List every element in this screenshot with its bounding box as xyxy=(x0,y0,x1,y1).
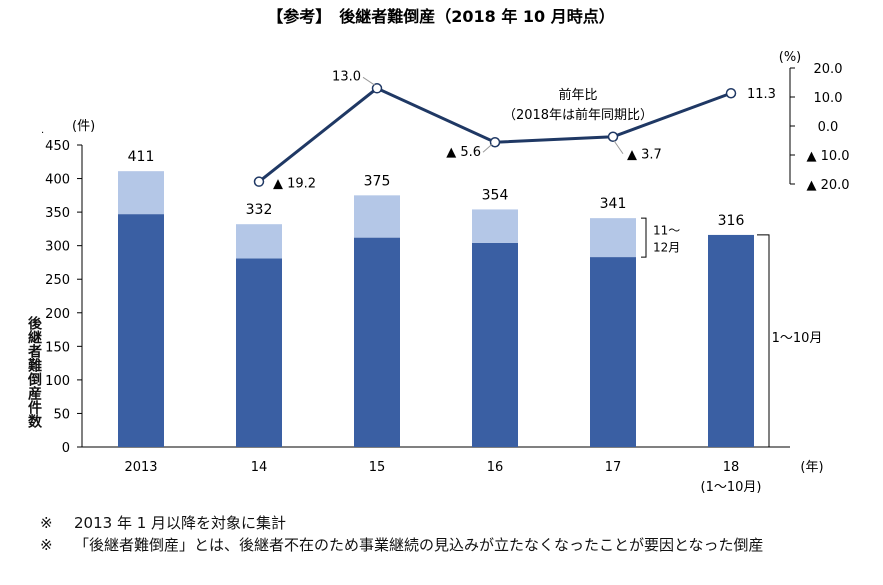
bracket-nov-dec-label-line2: 12月 xyxy=(653,241,680,255)
bar-segment-jan-oct xyxy=(590,257,636,447)
yoy-point xyxy=(371,83,383,94)
left-axis-tick-label: 450 xyxy=(45,139,70,154)
bar-total-label: 375 xyxy=(364,173,391,189)
x-axis-unit: (年) xyxy=(800,460,823,475)
right-axis-tick-label: 10.0 xyxy=(814,91,843,106)
right-axis-unit: (%) xyxy=(779,50,802,65)
yoy-point xyxy=(725,87,737,99)
yoy-leader-line xyxy=(362,76,376,86)
footnotes: ※ 2013 年 1 月以降を対象に集計 ※ 「後継者難倒産」とは、後継者不在の… xyxy=(40,512,880,556)
bankruptcy-chart: 【参考】 後継者難倒産（2018 年 10 月時点） 0 50 100 150 200 25… xyxy=(41,7,850,495)
yoy-point-label: 13.0 xyxy=(332,69,361,84)
note-mark: ※ xyxy=(40,536,53,554)
footnote-1: ※ 2013 年 1 月以降を対象に集計 xyxy=(40,512,880,534)
bar-segment-jan-oct xyxy=(354,237,400,447)
note-text: 「後継者難倒産」とは、後継者不在のため事業継続の見込みが立たなくなったことが要因… xyxy=(74,536,764,554)
yoy-point-label: ▲ 3.7 xyxy=(627,148,662,163)
right-axis-tick-label: ▲ 10.0 xyxy=(806,149,849,164)
bar-segment-jan-oct xyxy=(472,242,518,447)
x-tick-sublabel: (1〜10月) xyxy=(701,480,762,495)
left-axis-unit: (件) xyxy=(72,119,95,134)
bar-segment-nov-dec xyxy=(236,224,282,259)
x-tick-label: 17 xyxy=(605,460,622,475)
yoy-point-label: ▲ 5.6 xyxy=(446,145,481,160)
x-tick-label: 18 xyxy=(723,460,740,475)
right-axis-tick-label: 20.0 xyxy=(814,62,843,77)
bracket-nov-dec-label-line1: 11〜 xyxy=(653,224,680,238)
x-tick-label: 16 xyxy=(487,460,504,475)
bar-segment-jan-oct xyxy=(118,214,164,447)
bar-total-label: 354 xyxy=(482,187,509,203)
stray-dot: . xyxy=(41,125,44,136)
footnote-2: ※ 「後継者難倒産」とは、後継者不在のため事業継続の見込みが立たなくなったことが… xyxy=(40,534,880,556)
line-legend-subtitle: （2018年は前年同期比） xyxy=(503,107,653,123)
yoy-point xyxy=(489,136,501,148)
y-axis-title: 後継者難倒産件数 xyxy=(26,316,42,428)
bar-segment-jan-oct xyxy=(236,258,282,447)
bracket-jan-oct xyxy=(757,234,770,448)
left-axis-tick-label: 50 xyxy=(53,407,70,422)
right-axis-tick-label: 0.0 xyxy=(818,120,839,135)
left-axis-tick-label: 250 xyxy=(45,273,70,288)
yoy-line xyxy=(258,86,732,183)
bar-total-label: 411 xyxy=(128,149,155,165)
bar-segment-nov-dec xyxy=(590,218,636,258)
bar-segment-nov-dec xyxy=(118,171,164,215)
x-tick-label: 15 xyxy=(369,460,386,475)
line-legend-title: 前年比 xyxy=(558,87,597,103)
bar-segment-jan-oct xyxy=(708,234,754,447)
left-axis-tick-label: 400 xyxy=(45,173,70,188)
left-axis-tick-label: 0 xyxy=(62,441,70,456)
left-axis-tick-label: 300 xyxy=(45,240,70,255)
yoy-point-label: 11.3 xyxy=(747,87,776,102)
bracket-nov-dec xyxy=(641,217,647,258)
bar-total-label: 316 xyxy=(718,213,745,229)
right-axis-tick-label: ▲ 20.0 xyxy=(806,178,849,193)
yoy-leader-line xyxy=(482,143,493,153)
bar-total-label: 341 xyxy=(600,196,627,212)
left-axis-tick-label: 150 xyxy=(45,340,70,355)
bar-total-label: 332 xyxy=(246,202,273,218)
x-tick-label: 14 xyxy=(251,460,268,475)
x-tick-label: 2013 xyxy=(124,460,157,475)
yoy-point-label: ▲ 19.2 xyxy=(273,177,316,192)
left-axis-tick-label: 350 xyxy=(45,206,70,221)
yoy-point xyxy=(607,131,619,142)
bar-segment-nov-dec xyxy=(472,209,518,243)
chart-title: 【参考】 後継者難倒産（2018 年 10 月時点） xyxy=(267,7,615,26)
note-mark: ※ xyxy=(40,514,53,532)
yoy-point xyxy=(253,176,265,187)
bracket-jan-oct-label: 1〜10月 xyxy=(772,331,823,346)
bar-segment-nov-dec xyxy=(354,195,400,238)
note-text: 2013 年 1 月以降を対象に集計 xyxy=(74,514,287,532)
yoy-leader-line xyxy=(613,140,624,155)
left-axis-tick-label: 200 xyxy=(45,307,70,322)
left-axis-tick-label: 100 xyxy=(45,374,70,389)
